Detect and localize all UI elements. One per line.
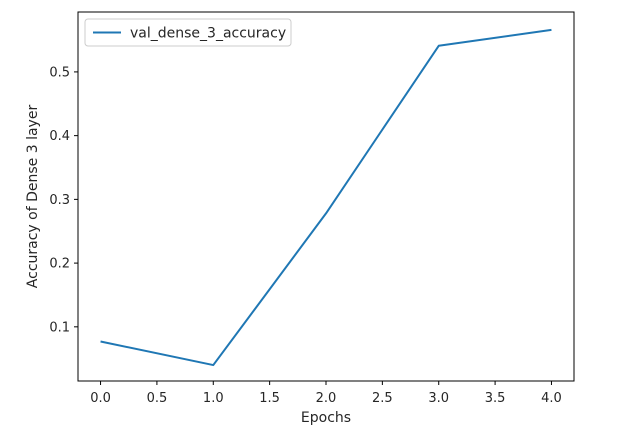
legend-label: val_dense_3_accuracy [130, 26, 286, 42]
series-layer [100, 28, 552, 367]
legend: val_dense_3_accuracy [84, 18, 292, 47]
x-tick-label: 3.0 [428, 391, 449, 406]
x-tick-label: 4.0 [541, 391, 562, 406]
y-tick-label: 0.1 [49, 320, 70, 335]
y-tick-label: 0.4 [49, 129, 70, 144]
x-axis-label: Epochs [301, 410, 351, 426]
x-tick-label: 3.5 [485, 391, 506, 406]
legend-box [84, 18, 292, 47]
axes-layer: 0.0 0.5 1.0 1.5 2.0 2.5 3.0 3.5 4.0 0.1 0.2 0.3 0.4 0… [49, 11, 575, 406]
x-tick-label: 1.0 [203, 391, 224, 406]
y-tick-label: 0.3 [49, 193, 70, 208]
x-tick-label: 0.5 [147, 391, 168, 406]
y-tick-label: 0.5 [49, 65, 70, 80]
x-tick-label: 2.0 [316, 391, 337, 406]
x-tick-label: 2.5 [372, 391, 393, 406]
x-tick-label: 1.5 [259, 391, 280, 406]
x-tick-label: 0.0 [90, 391, 111, 406]
y-axis-label: Accuracy of Dense 3 layer [25, 105, 41, 289]
y-tick-label: 0.2 [49, 257, 70, 272]
series-line [100, 28, 552, 367]
